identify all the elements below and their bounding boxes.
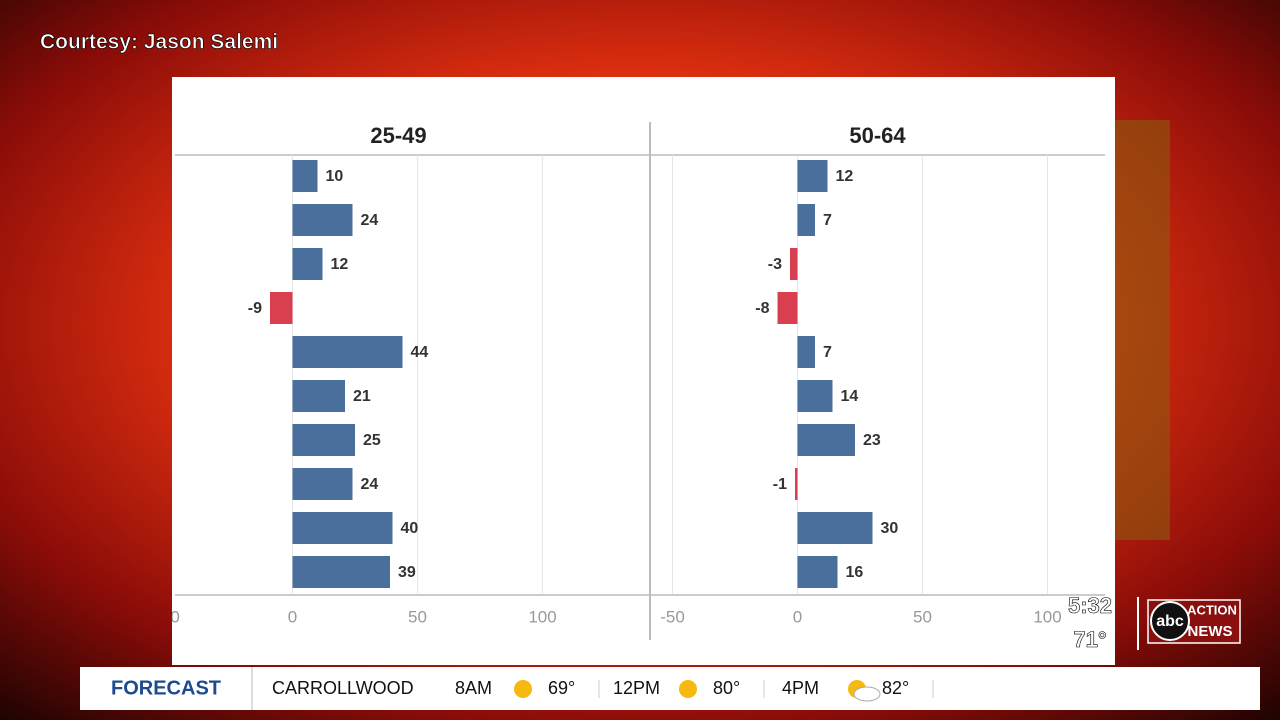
value-label: 25 [363,432,381,449]
cloud-icon [853,686,881,702]
slot-temp: 69° [548,678,575,698]
chart-title: 50-64 [849,123,906,148]
x-tick-label: 0 [793,607,802,626]
value-label: 44 [411,344,429,361]
value-label: 23 [863,432,881,449]
clock: 5:32 [1068,593,1112,618]
value-label: 12 [331,256,349,273]
logo-mark: abc [1156,613,1184,630]
bar [292,248,323,280]
bar [270,292,293,324]
bar [292,512,393,544]
forecast-location: CARROLLWOOD [272,678,414,698]
x-tick-label: 100 [528,607,556,626]
bar [292,380,345,412]
forecast-slots: 8AM 69° 12PM 80° 4PM 82° [455,678,934,702]
bar [797,160,828,192]
value-label: 30 [881,520,899,537]
value-label: -8 [755,300,769,317]
forecast-bar [80,667,1260,710]
value-label: 16 [846,564,864,581]
temperature: 71° [1073,627,1106,652]
bar [795,468,798,500]
value-label: 39 [398,564,416,581]
bar [292,556,390,588]
bar [797,512,873,544]
charts: 25-49 -50 0 50 100 10 24 12 -9 44 21 25 24 40 39 50-64 -… [155,122,1105,640]
value-label: 24 [361,476,379,493]
bar [797,424,855,456]
chart-title: 25-49 [370,123,426,148]
slot-temp: 80° [713,678,740,698]
bar [292,424,355,456]
value-label: 40 [401,520,419,537]
x-tick-label: 0 [288,607,297,626]
forecast-title: FORECAST [111,677,221,699]
bar [292,160,318,192]
slot-time: 4PM [782,678,819,698]
value-label: 21 [353,388,371,405]
x-tick-label: 100 [1033,607,1061,626]
bar [797,380,833,412]
logo-line: ACTION [1187,602,1237,617]
bar [292,336,403,368]
value-label: 24 [361,212,379,229]
sun-icon [679,680,697,698]
value-label: 14 [841,388,859,405]
bar [797,556,838,588]
bar [777,292,798,324]
value-label: 7 [823,212,832,229]
bar [797,204,815,236]
bar [790,248,798,280]
sun-icon [514,680,532,698]
bar [292,204,353,236]
value-label: -9 [248,300,262,317]
value-label: 7 [823,344,832,361]
value-label: 12 [836,168,854,185]
slot-time: 12PM [613,678,660,698]
bar [292,468,353,500]
logo-circle [1150,601,1190,641]
x-tick-label: -50 [660,607,685,626]
slot-temp: 82° [882,678,909,698]
x-tick-label: -50 [155,607,180,626]
value-label: -3 [768,256,782,273]
value-label: -1 [773,476,787,493]
x-tick-label: 50 [913,607,932,626]
credit: Courtesy: Jason Salemi [40,31,278,54]
background-blur [1110,120,1170,540]
logo-line: NEWS [1188,623,1233,640]
value-label: 10 [326,168,344,185]
slot-time: 8AM [455,678,492,698]
bar [797,336,815,368]
x-tick-label: 50 [408,607,427,626]
